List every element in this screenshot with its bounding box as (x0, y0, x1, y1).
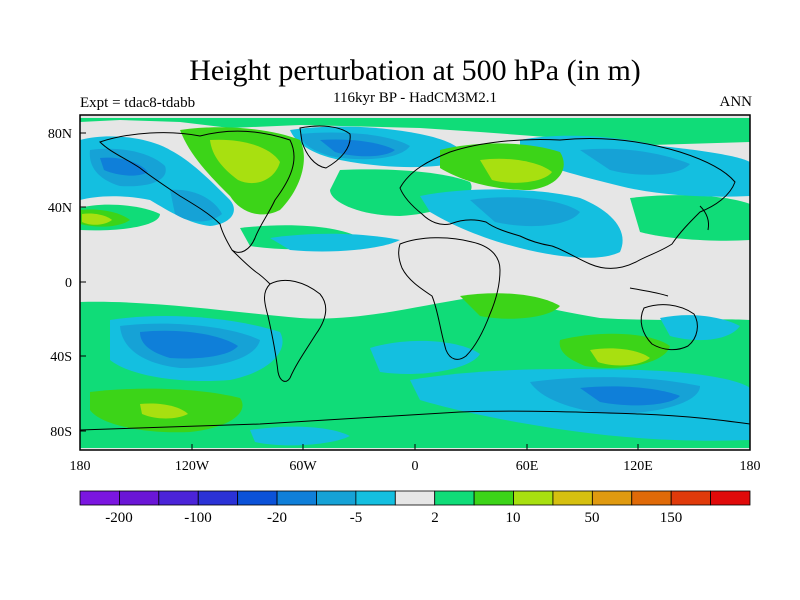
figure-title: Height perturbation at 500 hPa (in m) (189, 54, 641, 87)
contour-region (140, 330, 238, 359)
latitude-axis: 80N 40N 0 40S 80S (48, 127, 86, 440)
contour-region (140, 403, 188, 419)
contour-region (470, 197, 580, 227)
colorbar-tick-label: 10 (506, 510, 521, 526)
colorbar-swatch (237, 490, 278, 506)
colorbar (79, 490, 751, 506)
colorbar-swatch (119, 490, 160, 506)
contour-region (580, 148, 690, 175)
colorbar-swatch (591, 490, 633, 506)
colorbar-tick-label: -20 (267, 510, 287, 526)
lon-tick-label: 60W (289, 459, 317, 474)
lon-tick-label: 180 (740, 459, 761, 474)
coastline-south-america (264, 279, 327, 382)
colorbar-swatch (355, 490, 396, 506)
figure-subtitle: 116kyr BP - HadCM3M2.1 (333, 90, 497, 106)
lon-tick-label: 120W (175, 459, 210, 474)
coastline-greenland (299, 125, 351, 169)
lat-tick-label: 0 (65, 276, 72, 291)
colorbar-swatch (631, 490, 672, 506)
contour-region (460, 293, 560, 319)
contour-region (590, 348, 650, 366)
contour-region (210, 139, 280, 184)
contour-region (270, 233, 400, 252)
coastline-australia (640, 304, 698, 351)
coastline-africa (398, 237, 501, 360)
colorbar-swatch (276, 490, 317, 506)
colorbar-tick-label: 50 (585, 510, 600, 526)
contour-region (370, 340, 480, 374)
contour-region (250, 426, 350, 446)
lon-tick-label: 180 (70, 459, 91, 474)
colorbar-swatch (394, 490, 436, 506)
lat-tick-label: 80S (50, 425, 72, 440)
season-label: ANN (720, 94, 753, 110)
experiment-label: Expt = tdac8-tdabb (80, 95, 195, 111)
lat-tick-label: 40N (48, 201, 72, 216)
colorbar-swatch (710, 490, 751, 506)
contour-region (630, 195, 750, 241)
longitude-axis: 180 120W 60W 0 60E 120E 180 (70, 444, 761, 474)
lat-tick-label: 80N (48, 127, 72, 142)
colorbar-swatch (158, 490, 199, 506)
colorbar-swatch (670, 490, 711, 506)
contour-region (320, 139, 395, 157)
contour-region (82, 213, 112, 225)
coastline-north-america (99, 130, 295, 253)
colorbar-tick-label: -5 (350, 510, 363, 526)
colorbar-tick-label: -100 (184, 510, 212, 526)
colorbar-swatch (473, 490, 514, 506)
colorbar-swatch (316, 490, 357, 506)
colorbar-swatch (552, 490, 593, 506)
lon-tick-label: 0 (412, 459, 419, 474)
colorbar-tick-label: -200 (105, 510, 133, 526)
contour-region (580, 386, 680, 406)
contour-region (480, 158, 552, 183)
coastline-central-america (231, 249, 271, 285)
lon-tick-label: 120E (623, 459, 653, 474)
coastline-indonesia (629, 287, 669, 297)
contour-region (660, 315, 740, 341)
lon-tick-label: 60E (516, 459, 539, 474)
coastline-eurasia (399, 138, 736, 269)
colorbar-swatch (79, 490, 120, 506)
height-perturbation-field (80, 115, 750, 450)
colorbar-swatch (434, 490, 475, 506)
colorbar-swatch (197, 490, 239, 506)
lat-tick-label: 40S (50, 350, 72, 365)
coastline-antarctica (80, 410, 750, 431)
coastlines (80, 125, 750, 431)
colorbar-tick-label: 2 (431, 510, 439, 526)
colorbar-tick-label: 150 (660, 510, 683, 526)
contour-region (100, 157, 148, 176)
colorbar-swatch (513, 490, 554, 506)
colorbar-labels: -200 -100 -20 -5 2 10 50 150 (105, 510, 682, 526)
coastline-japan (699, 205, 709, 231)
